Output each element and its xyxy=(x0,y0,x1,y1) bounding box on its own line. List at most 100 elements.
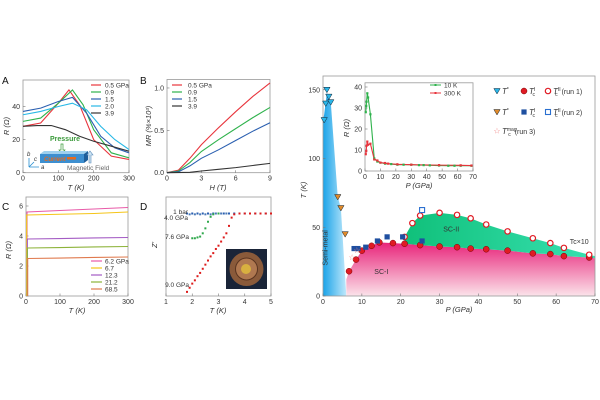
main-data-point-tstar2 xyxy=(334,194,342,201)
main-data-point-tc1_run1 xyxy=(453,243,461,251)
inset-data-point xyxy=(402,163,405,166)
main-data-point-tc1_run1 xyxy=(529,250,537,257)
legend-label-suffix: (run 3) xyxy=(515,129,536,136)
inset-x-tick-label: 40 xyxy=(423,174,431,181)
inset-legend-label: 300 K xyxy=(444,91,462,98)
legend-label-main: T xyxy=(502,108,508,117)
inset-x-tick-label: 20 xyxy=(392,174,400,181)
A-x-tick-label: 300 xyxy=(123,176,135,183)
D-data-point xyxy=(209,213,212,216)
inset-series-line-1 xyxy=(365,141,472,167)
main-data-point-tc1_run1 xyxy=(482,246,490,253)
D-data-point xyxy=(191,212,194,215)
C-legend-label: 21.2 xyxy=(105,280,118,287)
D-x-tick-label: 5 xyxy=(269,299,273,306)
inset-data-point xyxy=(470,164,473,167)
B-y-axis-label: MR (%×10³) xyxy=(144,105,153,146)
sample-bar xyxy=(40,154,84,163)
D-data-point xyxy=(207,259,209,262)
B-plot-frame xyxy=(166,79,271,174)
sc1-label: SC-I xyxy=(374,269,388,276)
B-x-tick-label: 6 xyxy=(234,176,238,183)
D-data-point xyxy=(204,263,207,266)
inset-data-point xyxy=(410,163,413,166)
inset-x-tick-label: 50 xyxy=(438,174,446,181)
magnetic-field-label: Magnetic Field xyxy=(67,165,110,172)
B-y-tick-label: 0.0 xyxy=(154,170,164,177)
D-data-point xyxy=(212,252,215,255)
A-x-tick-label: 100 xyxy=(52,176,64,183)
D-data-point xyxy=(228,212,230,215)
legend-label: T* xyxy=(502,108,509,117)
D-data-point xyxy=(270,212,272,215)
main-data-point-tc1_run2 xyxy=(400,234,406,240)
inset-y-tick-label: 20 xyxy=(354,127,362,134)
inset-data-point xyxy=(422,164,425,167)
inset-data-point xyxy=(365,100,368,103)
main-data-point-tmag_run3: ☆ xyxy=(353,246,360,255)
A-y-axis-label: R (Ω) xyxy=(2,116,11,135)
D-data-point xyxy=(230,216,233,219)
D-data-point xyxy=(207,220,209,223)
axis-b-label: b xyxy=(27,152,31,158)
legend-label-sub: c xyxy=(508,132,511,138)
inset-y-tick-label: 0 xyxy=(358,169,362,176)
main-data-point-tc1_run1 xyxy=(352,256,360,263)
inset-data-point xyxy=(373,158,376,161)
legend-label-main: T xyxy=(553,108,559,117)
D-axes: 1 2 3 4 5 T (K) Z' xyxy=(150,196,273,315)
legend-label-sub: c xyxy=(532,113,535,119)
D-data-point xyxy=(254,212,257,215)
main-data-point-tstar1 xyxy=(320,117,328,124)
D-series-label: 7.6 GPa xyxy=(165,234,189,241)
B-series-line-2 xyxy=(166,122,271,174)
main-data-point-tc2_run1 xyxy=(416,212,424,219)
main-x-tick-label: 0 xyxy=(321,299,325,306)
main-data-point-tc1_run1 xyxy=(436,243,443,250)
D-data-point xyxy=(201,267,204,270)
D-data-point xyxy=(201,212,204,215)
legend-label-sub: c xyxy=(555,92,558,98)
inset-plot-frame xyxy=(364,82,474,172)
inset-data-point xyxy=(365,104,368,107)
main-data-point-tstar1 xyxy=(325,93,333,101)
inset-data-point xyxy=(459,164,462,167)
legend-label-sup: mag xyxy=(507,127,517,133)
legend-label-sup: II xyxy=(558,108,561,114)
C-y-axis-label: R (Ω) xyxy=(4,240,13,259)
legend-label: T* xyxy=(502,87,509,96)
photo-cell-center xyxy=(241,264,251,274)
D-data-point xyxy=(201,232,204,235)
D-series-label: 9.0 GPa xyxy=(165,282,189,289)
main-y-tick-label: 100 xyxy=(308,156,320,163)
main-data-point-tstar2 xyxy=(337,205,345,212)
D-data-point xyxy=(225,232,228,235)
main-data-point-tc2_run1 xyxy=(453,211,461,219)
inset-data-point xyxy=(453,164,456,167)
panel-label-a: A xyxy=(2,76,9,87)
A-x-axis-label: T (K) xyxy=(68,183,85,192)
main-data-point-tc2_run1 xyxy=(585,251,593,259)
C-legend-label: 12.3 xyxy=(105,273,118,280)
tc-times-10-label: Tc×10 xyxy=(570,239,589,246)
B-x-tick-label: 9 xyxy=(268,176,272,183)
B-legend-label: 0.9 xyxy=(188,90,197,97)
legend-symbol: ☆ xyxy=(493,127,500,136)
main-y-tick-label: 150 xyxy=(308,87,320,94)
C-y-tick-label: 4 xyxy=(19,234,23,241)
sample-side xyxy=(84,151,88,163)
C-series-line-4 xyxy=(27,256,129,296)
main-data-point-tc1_run2 xyxy=(363,244,369,250)
legend-label-sup: I xyxy=(534,87,535,93)
D-data-point xyxy=(217,212,220,215)
main-y-tick-label: 0 xyxy=(316,294,320,301)
inset-data-point xyxy=(428,164,431,167)
B-y-tick-label: 1.0 xyxy=(154,85,164,92)
D-x-tick-label: 1 xyxy=(164,299,168,306)
legend-label: Tmag c (run 3) xyxy=(502,127,535,138)
D-data-point xyxy=(233,213,236,216)
semimetal-label: Semi-metal xyxy=(323,230,330,266)
main-data-point-tstar2 xyxy=(341,231,349,238)
